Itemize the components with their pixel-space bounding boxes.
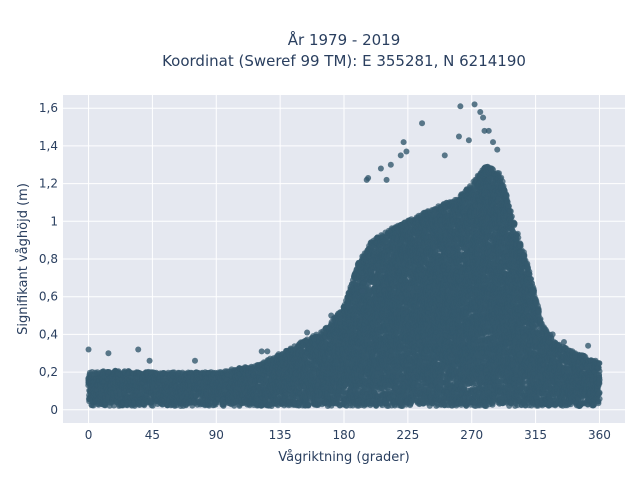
data-points <box>85 101 603 409</box>
chart-title-line1: År 1979 - 2019 <box>288 30 401 49</box>
data-point <box>149 402 156 409</box>
chart-title-line2: Koordinat (Sweref 99 TM): E 355281, N 62… <box>162 52 526 70</box>
data-point <box>305 402 312 409</box>
